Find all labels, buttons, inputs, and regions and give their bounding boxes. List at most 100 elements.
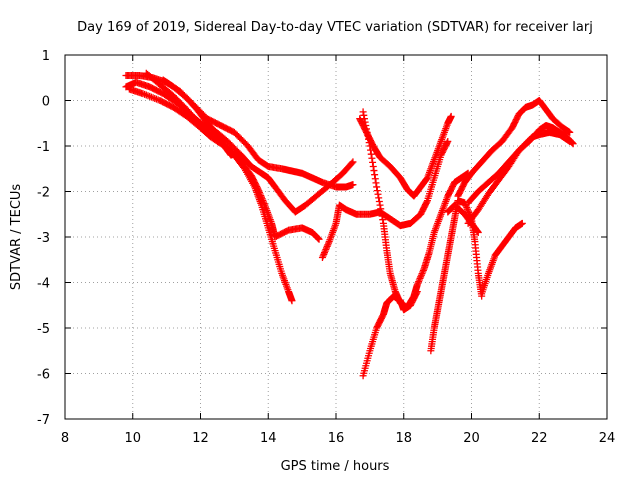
data-point (417, 271, 425, 279)
data-point (423, 198, 431, 206)
data-point (325, 239, 333, 247)
data-point (241, 158, 249, 166)
data-point (324, 241, 332, 249)
data-point (463, 204, 471, 212)
y-tick-label: -2 (37, 186, 50, 201)
data-point (413, 288, 421, 296)
series-track-f (318, 137, 452, 261)
data-point (323, 244, 331, 252)
data-point (364, 132, 372, 140)
data-point (377, 205, 385, 213)
data-point (362, 122, 370, 130)
x-tick-label: 24 (599, 431, 616, 446)
data-point (463, 205, 471, 213)
x-tick-label: 20 (463, 431, 480, 446)
data-point (260, 198, 268, 206)
data-point (447, 112, 455, 120)
data-point (415, 278, 423, 286)
data-point (373, 183, 381, 191)
data-point (375, 194, 383, 202)
series-track-m (478, 219, 526, 298)
data-point (349, 158, 357, 166)
data-point (378, 212, 386, 220)
x-tick-label: 12 (192, 431, 209, 446)
data-point (417, 273, 425, 281)
data-point (369, 158, 377, 166)
data-point (371, 171, 379, 179)
data-point (320, 249, 328, 257)
data-point (260, 200, 268, 208)
data-point (419, 268, 427, 276)
y-tick-label: -7 (37, 413, 50, 428)
data-point (367, 150, 375, 158)
data-point (349, 181, 357, 189)
y-tick-label: -5 (37, 322, 50, 337)
data-point (375, 198, 383, 206)
x-tick-label: 16 (328, 431, 345, 446)
y-tick-label: -4 (37, 277, 50, 292)
series-track-n (464, 122, 577, 227)
series-track-d (142, 69, 323, 243)
data-point (566, 128, 574, 136)
y-tick-label: -1 (37, 140, 50, 155)
series-track-l (454, 97, 574, 200)
data-point (288, 297, 296, 305)
data-point (256, 190, 264, 198)
data-point (318, 253, 326, 261)
data-point (257, 193, 265, 201)
data-point (258, 195, 266, 203)
data-point (368, 154, 376, 162)
x-tick-label: 10 (124, 431, 141, 446)
data-point (376, 201, 384, 209)
data-point (255, 188, 263, 196)
x-tick-label: 18 (395, 431, 412, 446)
data-point (259, 196, 267, 204)
data-point (474, 228, 482, 236)
data-point (568, 139, 576, 147)
data-point (369, 162, 377, 170)
data-point (365, 139, 373, 147)
data-point (518, 219, 526, 227)
y-tick-label: -6 (37, 368, 50, 383)
data-point (474, 228, 482, 236)
data-point (366, 142, 374, 150)
data-point (240, 157, 248, 165)
data-point (348, 159, 356, 167)
data-point (372, 179, 380, 187)
data-point (257, 192, 265, 200)
series-track-e (159, 76, 249, 166)
data-point (373, 187, 381, 195)
data-point (414, 279, 422, 287)
x-tick-label: 8 (61, 431, 69, 446)
data-point (360, 111, 368, 119)
series-track-g (356, 112, 455, 200)
data-point (319, 252, 327, 260)
data-point (569, 140, 577, 148)
data-point (418, 270, 426, 278)
data-point (361, 118, 369, 126)
data-point (320, 250, 328, 258)
series-track-a (122, 71, 357, 191)
data-point (413, 289, 421, 297)
x-tick-label: 14 (260, 431, 277, 446)
data-point (362, 125, 370, 133)
data-point (323, 242, 331, 250)
data-point (377, 208, 385, 216)
series-track-o (444, 201, 482, 236)
data-point (464, 207, 472, 215)
data-point (322, 246, 330, 254)
data-point (359, 108, 367, 116)
data-point (254, 185, 262, 193)
data-point (370, 167, 378, 175)
data-point (367, 146, 375, 154)
data-point (444, 137, 452, 145)
data-point (416, 274, 424, 282)
data-point (314, 235, 322, 243)
data-point (415, 276, 423, 284)
data-point (419, 266, 427, 274)
data-point (255, 187, 263, 195)
x-axis-label: GPS time / hours (281, 459, 390, 474)
